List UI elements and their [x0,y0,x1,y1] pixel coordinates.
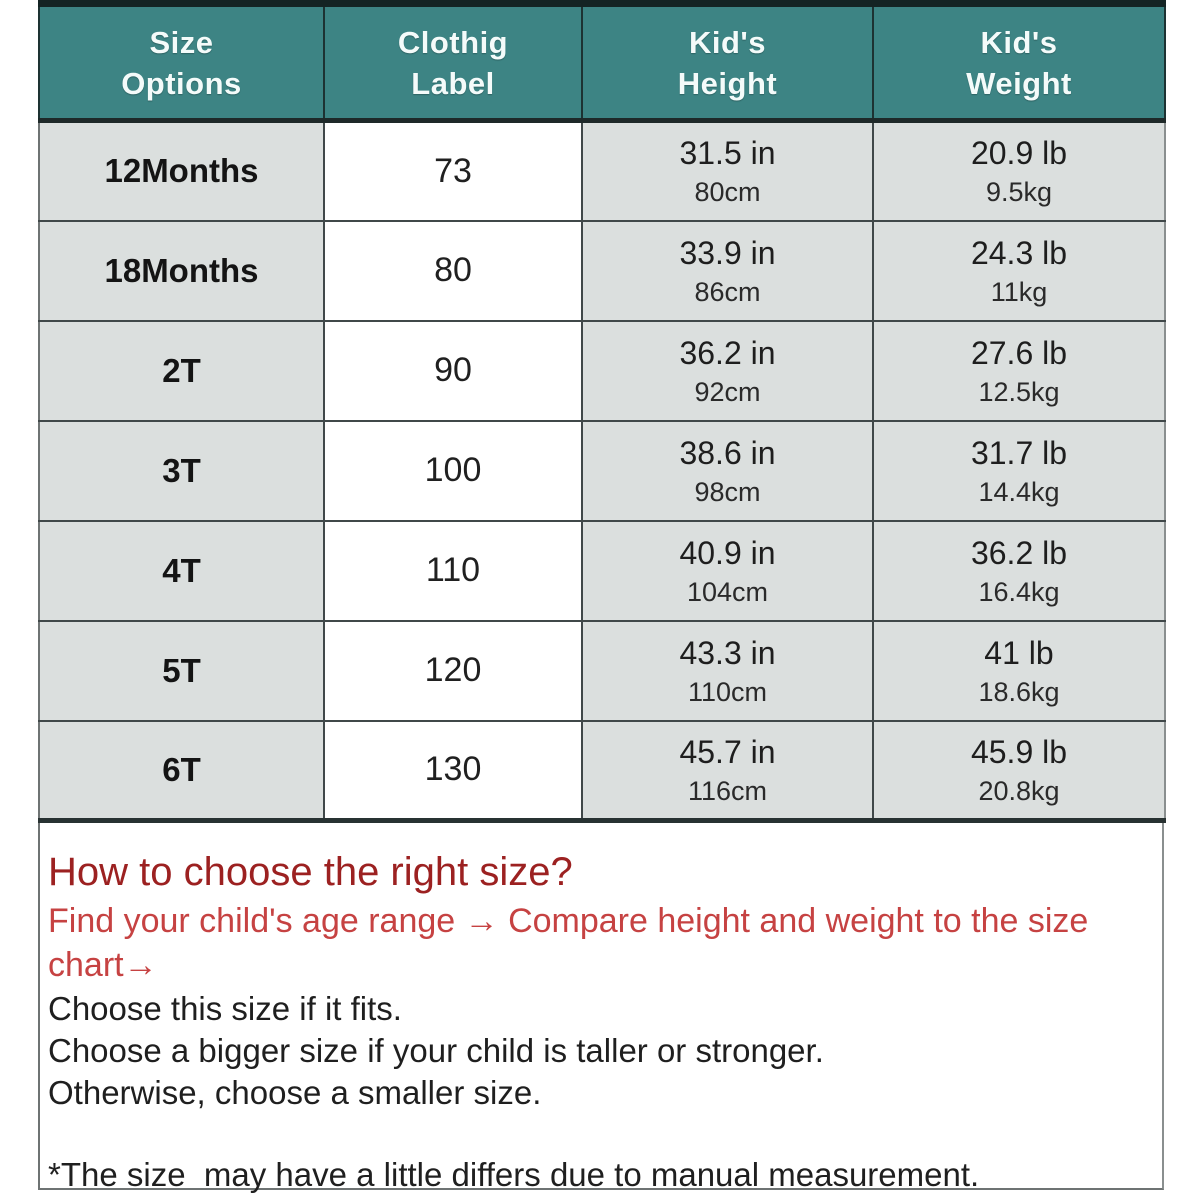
size-option: 5T [162,651,201,689]
clothing-label: 120 [424,651,482,689]
height-cm: 116cm [687,775,768,806]
weight-kg: 14.4kg [978,476,1060,507]
weight-lb: 36.2 lb [970,534,1068,571]
weight-kg: 12.5kg [978,376,1060,407]
table-row: 5T 120 43.3 in 110cm 41 lb 18.6kg [38,619,1166,722]
size-option: 2T [162,351,201,389]
column-header-kids-weight: Kid's Weight [872,0,1166,123]
table-header-row: Size Options Clothig Label Kid's Height … [38,0,1166,123]
height-cm: 110cm [687,676,768,707]
table-row: 18Months 80 33.9 in 86cm 24.3 lb 11kg [38,219,1166,322]
clothing-label: 100 [424,451,482,489]
size-option: 6T [162,750,201,788]
weight-lb: 24.3 lb [970,234,1068,271]
size-chart-table: Size Options Clothig Label Kid's Height … [38,0,1166,823]
notes-line-bigger: Choose a bigger size if your child is ta… [48,1032,824,1069]
weight-lb: 31.7 lb [970,434,1068,471]
size-option: 4T [162,551,201,589]
weight-lb: 20.9 lb [970,135,1068,172]
clothing-label: 73 [434,151,472,190]
height-in: 36.2 in [679,334,776,371]
weight-kg: 9.5kg [985,177,1053,208]
height-in: 31.5 in [679,135,776,172]
size-option: 12Months [104,152,259,190]
clothing-label: 110 [425,551,481,589]
measurement-disclaimer: *The size may have a little differs due … [48,1156,980,1193]
height-in: 43.3 in [679,634,776,671]
size-option: 3T [162,451,201,489]
clothing-label: 90 [434,351,472,389]
column-header-kids-height: Kid's Height [581,0,874,123]
weight-lb: 27.6 lb [970,334,1068,371]
table-row: 2T 90 36.2 in 92cm 27.6 lb 12.5kg [38,319,1166,422]
sizing-notes-section: How to choose the right size? Find your … [38,823,1164,1193]
column-header-size-options: Size Options [38,0,325,123]
height-cm: 92cm [694,376,761,407]
height-cm: 86cm [694,276,761,307]
height-cm: 98cm [694,476,761,507]
height-in: 33.9 in [679,234,776,271]
size-chart-sheet: Size Options Clothig Label Kid's Height … [38,0,1166,1193]
column-header-clothing-label: Clothig Label [323,0,583,123]
notes-line-smaller: Otherwise, choose a smaller size. [48,1074,542,1111]
height-in: 38.6 in [679,434,776,471]
clothing-label: 80 [434,251,472,289]
table-row: 12Months 73 31.5 in 80cm 20.9 lb 9.5kg [38,119,1166,222]
notes-instruction-red: Find your child's age range → Compare he… [48,902,1089,984]
height-in: 45.7 in [679,733,776,770]
weight-kg: 11kg [990,276,1048,307]
height-cm: 80cm [694,177,761,208]
weight-kg: 18.6kg [978,676,1060,707]
table-row: 6T 130 45.7 in 116cm 45.9 lb 20.8kg [38,719,1166,823]
height-in: 40.9 in [679,534,776,571]
notes-heading: How to choose the right size? [48,850,573,894]
height-cm: 104cm [686,576,769,607]
weight-kg: 16.4kg [978,576,1060,607]
table-row: 4T 110 40.9 in 104cm 36.2 lb 16.4kg [38,519,1166,622]
weight-kg: 20.8kg [978,775,1060,806]
table-row: 3T 100 38.6 in 98cm 31.7 lb 14.4kg [38,419,1166,522]
weight-lb: 45.9 lb [970,733,1068,770]
notes-line-fits: Choose this size if it fits. [48,990,402,1027]
weight-lb: 41 lb [984,634,1054,671]
size-option: 18Months [104,251,259,289]
clothing-label: 130 [424,750,482,789]
